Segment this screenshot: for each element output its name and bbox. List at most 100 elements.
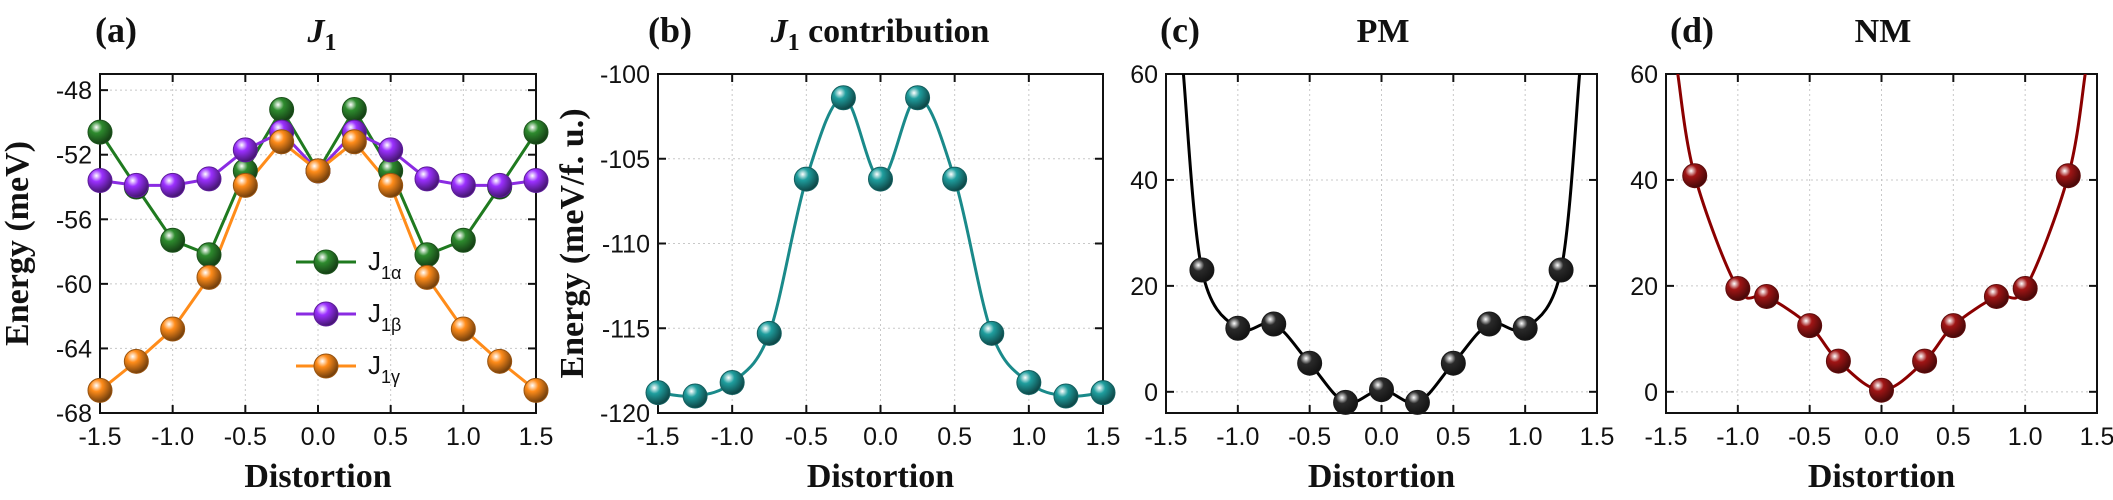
markers	[1682, 163, 2081, 403]
plot-area	[658, 96, 1103, 398]
data-point	[1682, 163, 1708, 189]
data-point	[378, 172, 404, 198]
x-tick-label: -1.5	[78, 423, 121, 451]
x-tick-label: 1.0	[1011, 423, 1046, 451]
data-point	[450, 172, 476, 198]
x-tick-label: 0.0	[301, 423, 336, 451]
data-point	[1333, 389, 1359, 415]
x-tick-label: -1.0	[711, 423, 754, 451]
data-point	[414, 264, 440, 290]
data-point	[719, 369, 745, 395]
data-point	[123, 172, 149, 198]
y-axis-label: Energy (meV/f. u.)	[554, 108, 591, 378]
y-tick-label: 60	[1630, 61, 1658, 89]
x-tick-label: -1.0	[1216, 423, 1259, 451]
data-point	[1261, 311, 1287, 337]
x-tick-label: 1.0	[446, 423, 481, 451]
data-point	[1189, 257, 1215, 283]
x-tick-label: 1.5	[1086, 423, 1121, 451]
x-tick-label: 0.5	[1936, 423, 1971, 451]
y-tick-label: -110	[602, 231, 650, 259]
legend-marker	[313, 249, 339, 275]
x-axis-label: Distortion	[1308, 458, 1455, 495]
data-point	[523, 377, 549, 403]
x-axis-label: Distortion	[1808, 458, 1955, 495]
data-point	[87, 377, 113, 403]
y-tick-label: -68	[56, 400, 92, 428]
data-point	[1983, 283, 2009, 309]
x-tick-label: -1.0	[151, 423, 194, 451]
data-point	[414, 242, 440, 268]
panel-letter: (a)	[95, 10, 137, 50]
markers	[645, 85, 1116, 409]
markers	[1189, 257, 1574, 415]
y-tick-label: -115	[602, 315, 650, 343]
data-point	[160, 172, 186, 198]
data-point	[487, 348, 513, 374]
data-point	[1797, 313, 1823, 339]
data-point	[979, 320, 1005, 346]
x-tick-label: 0.0	[1364, 423, 1399, 451]
panel-title: PM	[1357, 13, 1410, 50]
y-tick-label: -60	[56, 271, 92, 299]
panel-letter: (c)	[1160, 10, 1200, 50]
data-point	[905, 85, 931, 111]
data-point	[1090, 380, 1116, 406]
data-point	[196, 166, 222, 192]
data-point	[1053, 383, 1079, 409]
series-line	[1181, 74, 1582, 405]
data-point	[196, 264, 222, 290]
legend-marker	[313, 353, 339, 379]
x-tick-label: 1.5	[1580, 423, 1615, 451]
data-point	[1297, 350, 1323, 376]
y-tick-label: -100	[600, 61, 650, 89]
data-point	[123, 348, 149, 374]
x-tick-label: 0.5	[937, 423, 972, 451]
data-point	[942, 166, 968, 192]
data-point	[1512, 315, 1538, 341]
y-tick-label: 40	[1630, 167, 1658, 195]
data-point	[450, 316, 476, 342]
data-point	[1912, 348, 1938, 374]
data-point	[232, 137, 258, 163]
data-point	[1548, 257, 1574, 283]
panel-d: -1.5 -1.0 -0.5 0.0 0.5 1.0 1.5 0 20 40 60 Distortio…	[1630, 10, 2113, 495]
data-point	[196, 242, 222, 268]
data-point	[1476, 311, 1502, 337]
data-point	[378, 137, 404, 163]
data-point	[830, 85, 856, 111]
grid	[657, 73, 1104, 414]
legend-marker	[313, 301, 339, 327]
data-point	[1404, 389, 1430, 415]
x-tick-label: -0.5	[1788, 423, 1831, 451]
grid	[1165, 73, 1598, 413]
x-tick-label: -0.5	[1288, 423, 1331, 451]
legend-label: J1α	[368, 246, 401, 283]
x-axis-label: Distortion	[807, 458, 954, 495]
plot-area	[1181, 74, 1582, 405]
x-tick-label: -0.5	[785, 423, 828, 451]
x-axis-label: Distortion	[244, 458, 391, 495]
legend: J1α J1β J1γ	[296, 246, 401, 387]
panel-b: -1.5 -1.0 -0.5 0.0 0.5 1.0 1.5 -120 -115 -110 -105…	[554, 10, 1120, 495]
data-point	[1754, 283, 1780, 309]
data-point	[1016, 369, 1042, 395]
y-tick-label: 60	[1130, 61, 1158, 89]
data-point	[341, 97, 367, 123]
data-point	[160, 316, 186, 342]
series-line	[658, 96, 1103, 398]
x-tick-label: 1.5	[519, 423, 554, 451]
x-tick-label: 0.0	[1864, 423, 1899, 451]
data-point	[87, 119, 113, 145]
data-point	[2055, 163, 2081, 189]
panel-letter: (b)	[648, 10, 692, 50]
y-tick-label: 20	[1130, 273, 1158, 301]
grid	[1665, 73, 2098, 413]
x-tick-label: -1.5	[1644, 423, 1687, 451]
data-point	[523, 119, 549, 145]
data-point	[1940, 313, 1966, 339]
y-tick-label: -48	[56, 77, 92, 105]
x-tick-label: -0.5	[224, 423, 267, 451]
panel-a: -1.5 -1.0 -0.5 0.0 0.5 1.0 1.5 -68 -64 -60 -56 -52 -…	[0, 10, 553, 495]
y-tick-label: -120	[600, 400, 650, 428]
